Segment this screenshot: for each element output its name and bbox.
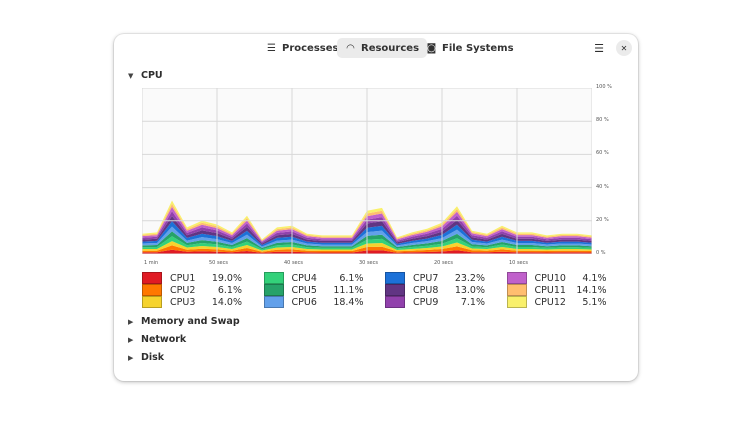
gauge-icon: ◠ bbox=[346, 42, 355, 54]
cpu-name: CPU12 bbox=[534, 296, 566, 308]
x-tick-label: 50 secs bbox=[209, 260, 228, 266]
color-swatch[interactable] bbox=[385, 284, 405, 296]
color-swatch[interactable] bbox=[385, 272, 405, 284]
color-swatch[interactable] bbox=[142, 272, 162, 284]
legend-item-cpu1[interactable]: CPU1 19.0% bbox=[142, 272, 242, 284]
legend-item-cpu3[interactable]: CPU3 14.0% bbox=[142, 296, 242, 308]
area-cpu5 bbox=[142, 231, 592, 250]
cpu-name: CPU2 bbox=[170, 284, 196, 296]
cpu-usage-value: 18.4% bbox=[333, 296, 364, 308]
cpu-name: CPU1 bbox=[170, 272, 196, 284]
cpu-usage-value: 13.0% bbox=[454, 284, 485, 296]
area-cpu11 bbox=[142, 203, 592, 242]
legend-item-cpu4[interactable]: CPU4 6.1% bbox=[263, 272, 364, 284]
x-tick-label: 10 secs bbox=[509, 260, 528, 266]
legend-item-cpu8[interactable]: CPU8 13.0% bbox=[385, 284, 485, 296]
y-tick-label: 100 % bbox=[596, 84, 612, 90]
expanded-triangle-icon: ▼ bbox=[128, 71, 134, 80]
x-tick-label: 20 secs bbox=[434, 260, 453, 266]
cpu-name: CPU4 bbox=[291, 272, 317, 284]
hamburger-menu-icon[interactable]: ☰ bbox=[594, 41, 604, 55]
color-swatch[interactable] bbox=[385, 296, 405, 308]
area-cpu12 bbox=[142, 200, 592, 241]
y-tick-label: 20 % bbox=[596, 216, 609, 223]
collapsed-triangle-icon: ▶ bbox=[128, 353, 134, 362]
color-swatch[interactable] bbox=[506, 284, 527, 296]
x-tick-label: 40 secs bbox=[284, 260, 303, 266]
cpu-section-toggle[interactable]: ▼ CPU bbox=[128, 70, 163, 81]
y-tick-label: 40 % bbox=[596, 183, 609, 190]
legend-item-cpu2[interactable]: CPU2 6.1% bbox=[142, 284, 242, 296]
legend-item-cpu7[interactable]: CPU7 23.2% bbox=[385, 272, 485, 284]
cpu-usage-value: 11.1% bbox=[333, 284, 364, 296]
legend-item-cpu9[interactable]: CPU9 7.1% bbox=[385, 296, 485, 308]
collapsed-triangle-icon: ▶ bbox=[128, 335, 134, 344]
cpu-name: CPU11 bbox=[534, 284, 566, 296]
color-swatch[interactable] bbox=[506, 296, 527, 308]
network-section-toggle[interactable]: ▶ Network bbox=[128, 334, 187, 345]
color-swatch[interactable] bbox=[142, 284, 162, 296]
cpu-history-chart bbox=[142, 88, 592, 254]
cpu-usage-value: 5.1% bbox=[582, 296, 607, 308]
color-swatch[interactable] bbox=[263, 284, 284, 296]
cpu-usage-value: 6.1% bbox=[339, 272, 364, 284]
cpu-usage-value: 19.0% bbox=[211, 272, 242, 284]
y-tick-label: 0 % bbox=[596, 250, 606, 256]
memory-section-toggle[interactable]: ▶ Memory and Swap bbox=[128, 316, 240, 327]
list-icon: ☰ bbox=[267, 42, 276, 54]
y-tick-label: 60 % bbox=[596, 150, 609, 157]
cpu-usage-value: 6.1% bbox=[217, 284, 242, 296]
system-monitor-window: ☰ Processes ◠ Resources ◙ File Systems ☰ ✕ … bbox=[114, 34, 638, 381]
cpu-usage-value: 7.1% bbox=[460, 296, 485, 308]
cpu-name: CPU3 bbox=[170, 296, 196, 308]
color-swatch[interactable] bbox=[263, 272, 284, 284]
cpu-name: CPU9 bbox=[413, 296, 439, 308]
cpu-usage-value: 4.1% bbox=[582, 272, 607, 284]
area-cpu7 bbox=[142, 221, 592, 247]
cpu-usage-value: 14.0% bbox=[211, 296, 242, 308]
tab-processes[interactable]: ☰ Processes bbox=[267, 42, 339, 54]
cpu-name: CPU5 bbox=[291, 284, 317, 296]
cpu-usage-value: 14.1% bbox=[576, 284, 607, 296]
tab-resources[interactable]: ◠ Resources bbox=[337, 38, 428, 58]
legend-item-cpu11[interactable]: CPU11 14.1% bbox=[506, 284, 607, 296]
color-swatch[interactable] bbox=[263, 296, 284, 308]
disk-icon: ◙ bbox=[426, 42, 437, 54]
area-cpu6 bbox=[142, 226, 592, 248]
y-tick-label: 80 % bbox=[596, 117, 609, 124]
legend-item-cpu5[interactable]: CPU5 11.1% bbox=[263, 284, 364, 296]
disk-section-toggle[interactable]: ▶ Disk bbox=[128, 352, 165, 363]
color-swatch[interactable] bbox=[142, 296, 162, 308]
cpu-usage-value: 23.2% bbox=[454, 272, 485, 284]
close-icon[interactable]: ✕ bbox=[616, 40, 632, 56]
legend-item-cpu6[interactable]: CPU6 18.4% bbox=[263, 296, 364, 308]
color-swatch[interactable] bbox=[506, 272, 527, 284]
legend-item-cpu12[interactable]: CPU12 5.1% bbox=[506, 296, 607, 308]
collapsed-triangle-icon: ▶ bbox=[128, 317, 134, 326]
area-cpu9 bbox=[142, 211, 592, 244]
area-cpu10 bbox=[142, 206, 592, 243]
cpu-name: CPU6 bbox=[291, 296, 317, 308]
x-tick-label: 30 secs bbox=[359, 260, 378, 266]
tab-file-systems[interactable]: ◙ File Systems bbox=[426, 42, 514, 54]
x-tick-label: 1 min bbox=[144, 260, 159, 266]
legend-item-cpu10[interactable]: CPU10 4.1% bbox=[506, 272, 607, 284]
cpu-name: CPU7 bbox=[413, 272, 439, 284]
area-cpu8 bbox=[142, 216, 592, 245]
cpu-name: CPU10 bbox=[534, 272, 566, 284]
cpu-name: CPU8 bbox=[413, 284, 439, 296]
